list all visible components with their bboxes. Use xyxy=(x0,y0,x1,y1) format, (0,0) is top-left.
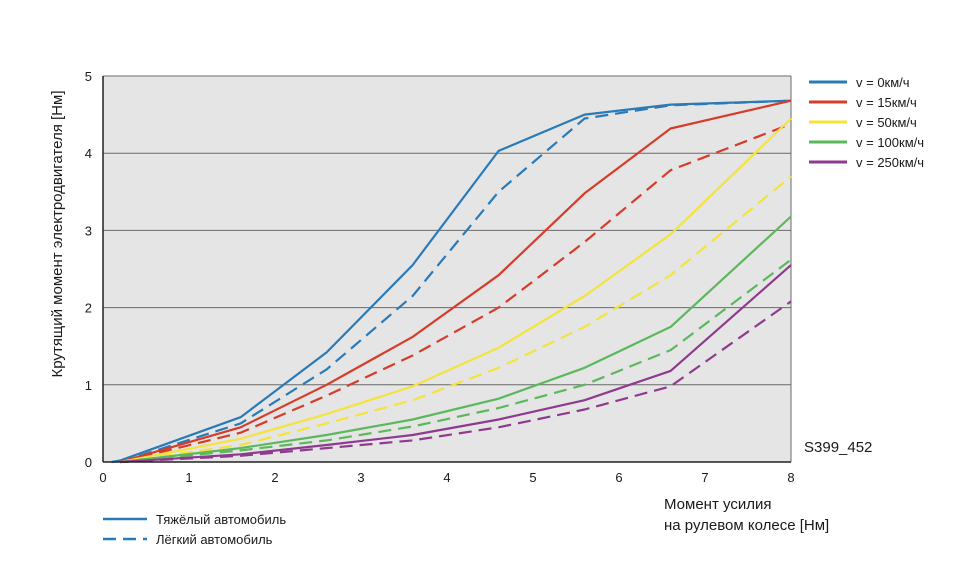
x-tick-label: 7 xyxy=(701,470,708,485)
speed-legend: v = 0км/ч v = 15км/ч v = 50км/ч v = 100км/ч… xyxy=(809,75,924,170)
y-tick-label: 2 xyxy=(85,301,92,316)
y-tick-label: 3 xyxy=(85,223,92,238)
x-axis-title-line2: на рулевом колесе [Нм] xyxy=(664,517,829,534)
x-tick-label: 8 xyxy=(787,470,794,485)
y-axis-title: Крутящий момент электродвигателя [Нм] xyxy=(49,91,66,378)
series-line-6 xyxy=(120,175,792,464)
axes xyxy=(102,76,791,463)
plot-area xyxy=(103,76,791,462)
x-tick-label: 1 xyxy=(185,470,192,485)
y-tick-label: 0 xyxy=(85,455,92,470)
series-line-9 xyxy=(120,264,792,464)
figure-code: S399_452 xyxy=(804,439,872,456)
grid-lines xyxy=(103,75,792,462)
legend-style-label: Тяжёлый автомобиль xyxy=(156,512,286,527)
legend-label: v = 50км/ч xyxy=(856,115,917,130)
x-tick-label: 6 xyxy=(615,470,622,485)
series-line-1 xyxy=(111,99,792,464)
legend-label: v = 100км/ч xyxy=(856,135,924,150)
series-line-5 xyxy=(119,117,792,464)
style-legend: Тяжёлый автомобиль Лёгкий автомобиль xyxy=(103,512,286,547)
legend-style-label: Лёгкий автомобиль xyxy=(156,532,273,547)
series-line-10 xyxy=(120,300,792,464)
x-tick-label: 0 xyxy=(99,470,106,485)
x-tick-label: 3 xyxy=(357,470,364,485)
y-tick-label: 4 xyxy=(85,146,92,161)
y-tick-label: 5 xyxy=(85,69,92,84)
series-line-3 xyxy=(119,99,792,464)
series-line-4 xyxy=(119,122,792,464)
series-lines xyxy=(111,99,792,464)
x-axis-title-line1: Момент усилия xyxy=(664,496,771,513)
x-tick-label: 5 xyxy=(529,470,536,485)
y-tick-label: 1 xyxy=(85,378,92,393)
legend-label: v = 15км/ч xyxy=(856,95,917,110)
series-line-7 xyxy=(120,215,792,464)
x-tick-label: 2 xyxy=(271,470,278,485)
legend-label: v = 250км/ч xyxy=(856,155,924,170)
series-line-8 xyxy=(120,258,792,464)
legend-label: v = 0км/ч xyxy=(856,75,910,90)
tick-labels: 0 1 2 3 4 5 6 7 8 0 1 2 3 4 5 xyxy=(85,69,795,485)
series-line-2 xyxy=(119,99,792,464)
x-tick-label: 4 xyxy=(443,470,450,485)
